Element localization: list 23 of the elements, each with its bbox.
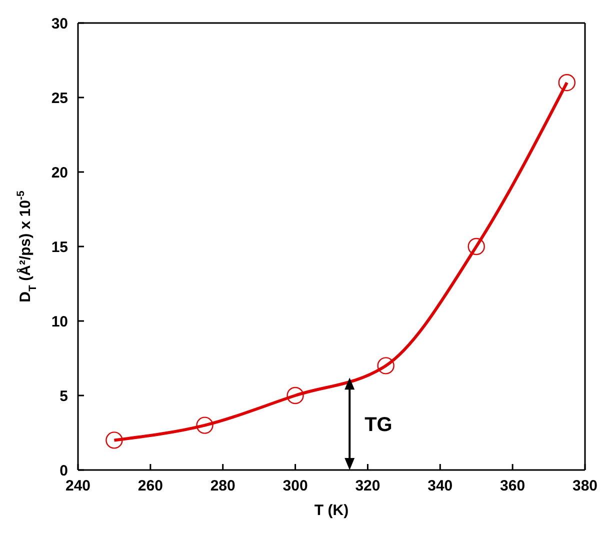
x-tick-label: 240: [65, 478, 91, 495]
x-tick-label: 380: [572, 478, 598, 495]
point: [377, 357, 394, 374]
x-tick-label: 280: [210, 478, 236, 495]
x-tick-label: 360: [500, 478, 526, 495]
point: [468, 238, 485, 256]
x-tick-label: 260: [138, 478, 163, 495]
y-tick-label: 5: [60, 388, 68, 405]
point: [286, 386, 304, 404]
y-tick-label: 10: [51, 313, 68, 330]
x-tick-label: 340: [428, 478, 453, 495]
annotation: TG: [364, 414, 392, 436]
y-tick-label: 25: [51, 90, 68, 107]
x-axis-title: T (K): [314, 502, 349, 519]
point: [106, 432, 123, 449]
x-tick-label: 320: [355, 478, 380, 495]
y-tick-label: 15: [51, 238, 68, 256]
point: [558, 74, 576, 92]
y-tick-label: 0: [60, 462, 68, 480]
x-tick-label: 300: [282, 478, 308, 495]
y-tick-label: 30: [51, 15, 68, 32]
point: [196, 416, 214, 434]
y-tick-label: 20: [51, 164, 68, 182]
